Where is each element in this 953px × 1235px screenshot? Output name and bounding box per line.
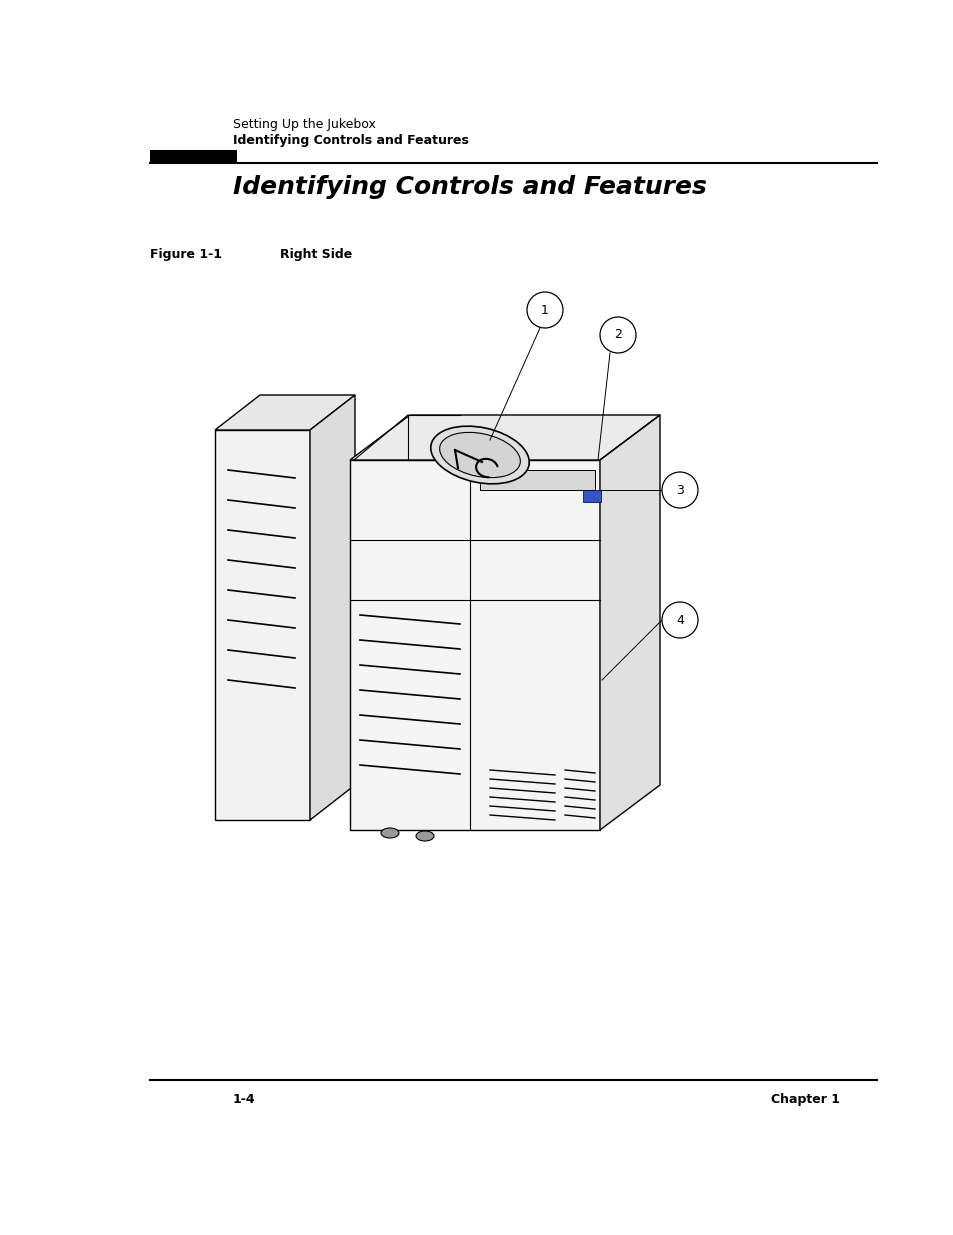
- Ellipse shape: [380, 827, 398, 839]
- Text: 2: 2: [614, 329, 621, 342]
- Ellipse shape: [439, 432, 519, 478]
- Text: Chapter 1: Chapter 1: [770, 1093, 840, 1107]
- Circle shape: [599, 317, 636, 353]
- Circle shape: [661, 601, 698, 638]
- Ellipse shape: [416, 831, 434, 841]
- Text: 4: 4: [676, 614, 683, 626]
- Polygon shape: [214, 430, 310, 820]
- Text: Identifying Controls and Features: Identifying Controls and Features: [233, 135, 468, 147]
- Polygon shape: [350, 415, 659, 459]
- Text: Figure 1-1: Figure 1-1: [150, 248, 222, 261]
- Ellipse shape: [431, 426, 529, 484]
- Text: 3: 3: [676, 483, 683, 496]
- Circle shape: [526, 291, 562, 329]
- Text: Right Side: Right Side: [280, 248, 352, 261]
- Polygon shape: [350, 459, 599, 830]
- Text: 1-4: 1-4: [233, 1093, 255, 1107]
- Text: 1: 1: [540, 304, 548, 316]
- Bar: [582, 490, 600, 501]
- Bar: [150, 149, 236, 163]
- Polygon shape: [479, 471, 595, 490]
- Text: Identifying Controls and Features: Identifying Controls and Features: [233, 175, 706, 199]
- Polygon shape: [310, 395, 355, 820]
- Polygon shape: [599, 415, 659, 830]
- Circle shape: [661, 472, 698, 508]
- Text: Setting Up the Jukebox: Setting Up the Jukebox: [233, 119, 375, 131]
- Polygon shape: [214, 395, 355, 430]
